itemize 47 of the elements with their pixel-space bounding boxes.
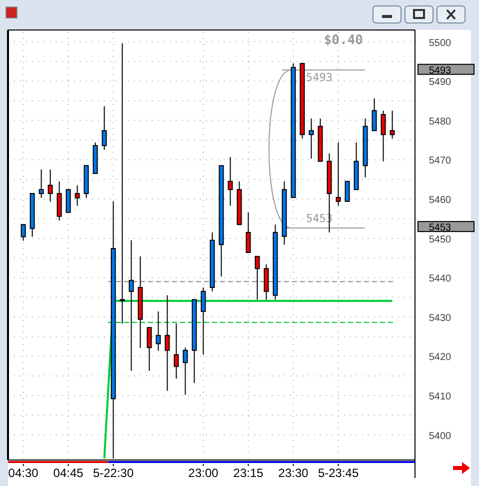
y-tick-label: 5493 (428, 65, 452, 76)
y-tick-label: 5500 (428, 38, 452, 49)
y-tick-label: 5420 (428, 352, 452, 364)
y-tick-label: 5450 (428, 234, 452, 246)
x-tick-label: 5-22:30 (92, 466, 134, 480)
candlestick (146, 327, 152, 372)
candlestick (74, 184, 80, 206)
x-tick-label: 5-23:45 (318, 466, 359, 480)
x-tick-label: 04:45 (53, 466, 84, 480)
candlestick (308, 118, 314, 160)
candlestick (200, 286, 206, 356)
y-tick-label: 5470 (428, 156, 452, 167)
candlestick (56, 180, 62, 222)
candlestick (128, 240, 134, 372)
candlestick (228, 156, 233, 206)
candlestick (102, 106, 107, 150)
y-tick-label: 5453 (428, 222, 452, 234)
y-tick-label: 5490 (428, 77, 452, 88)
candlestick (264, 264, 269, 300)
annotation: 5493 (306, 71, 332, 84)
y-tick-label: 5400 (428, 430, 452, 442)
x-tick-label: 23:15 (233, 466, 264, 480)
candlestick (38, 169, 44, 198)
candlestick (66, 189, 71, 213)
y-tick-label: 5480 (428, 116, 452, 128)
candlestick (372, 98, 377, 132)
y-tick-label: 5440 (428, 274, 452, 285)
candlestick (380, 110, 386, 162)
candlestick (156, 310, 161, 352)
candlestick (390, 110, 395, 140)
y-tick-label: 5410 (428, 392, 452, 403)
x-tick-label: 23:30 (278, 466, 309, 480)
candlestick (336, 142, 341, 206)
candlestick (120, 42, 125, 324)
candlestick (182, 347, 188, 396)
candlestick (20, 224, 26, 242)
x-tick-label: 04:30 (8, 466, 39, 480)
candlestick (344, 180, 350, 202)
candlestick (48, 169, 53, 202)
candlestick (174, 323, 179, 380)
candlestick (246, 212, 251, 253)
y-tick-label: 5430 (428, 312, 452, 324)
y-tick-label: 5460 (428, 195, 452, 206)
candlestick (254, 256, 260, 300)
annotation: $0.40 (324, 33, 364, 48)
x-tick-label: 23:00 (188, 466, 219, 480)
candlestick (164, 294, 170, 392)
